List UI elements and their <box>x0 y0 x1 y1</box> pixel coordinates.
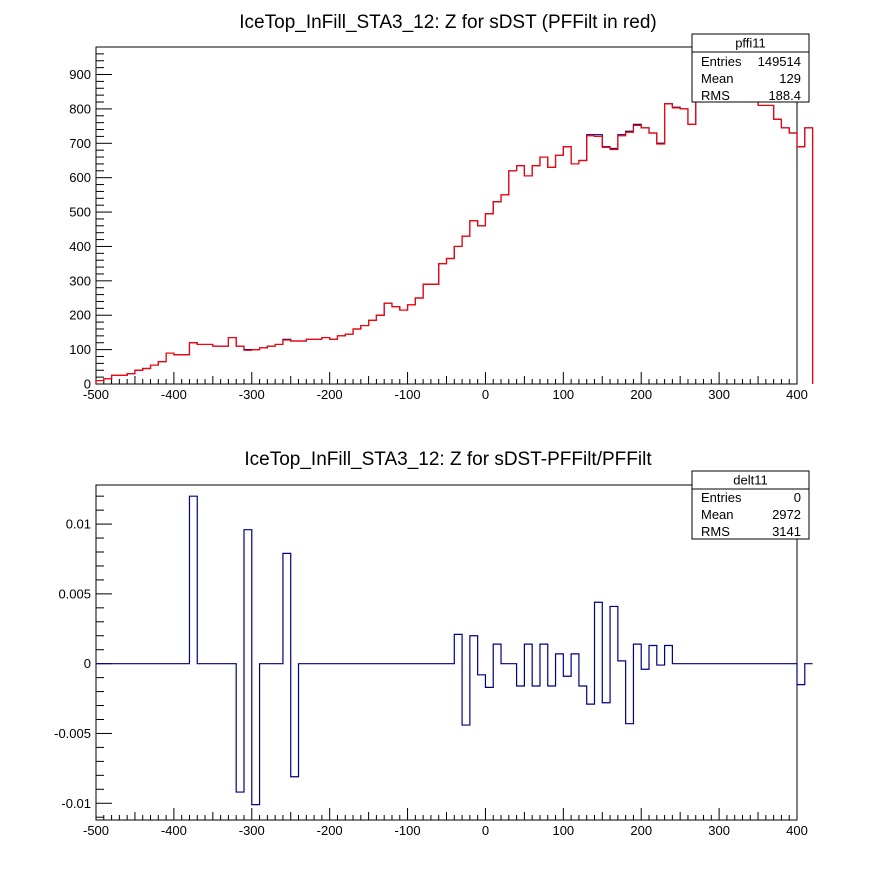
stats-box-frame <box>691 470 810 540</box>
histogram-series-1 <box>95 72 814 384</box>
x-tick-label: -200 <box>317 823 343 838</box>
top-histogram-panel: IceTop_InFill_STA3_12: Z for sDST (PFFil… <box>69 12 814 402</box>
y-tick-label: 300 <box>69 273 91 288</box>
x-tick-label: 200 <box>630 823 652 838</box>
stats-row-value: 188.4 <box>768 88 801 103</box>
stats-row-value: 3141 <box>772 524 801 539</box>
y-tick-label: 500 <box>69 205 91 220</box>
x-tick-label: 300 <box>708 387 730 402</box>
stats-box-frame <box>691 33 810 103</box>
stats-box-pffi11: pffi11 Entries 149514 Mean 129 RMS 188.4 <box>691 33 810 103</box>
x-tick-label: 100 <box>552 387 574 402</box>
histogram-series-0 <box>96 495 813 806</box>
x-tick-label: -100 <box>395 823 421 838</box>
bottom-histogram-panel: IceTop_InFill_STA3_12: Z for sDST-PFFilt… <box>54 449 813 838</box>
x-tick-label: 0 <box>482 823 489 838</box>
stats-row-label: Mean <box>701 71 734 86</box>
stats-row-value: 0 <box>794 490 801 505</box>
x-tick-label: 400 <box>786 387 808 402</box>
x-tick-label: -200 <box>317 387 343 402</box>
x-tick-label: -400 <box>161 823 187 838</box>
y-tick-label: 0 <box>84 377 91 392</box>
y-tick-label: -0.01 <box>61 796 91 811</box>
stats-box-name: pffi11 <box>735 36 766 51</box>
stats-row-label: Entries <box>701 490 742 505</box>
x-tick-label: -400 <box>161 387 187 402</box>
x-tick-label: -300 <box>239 387 265 402</box>
top-chart-title: IceTop_InFill_STA3_12: Z for sDST (PFFil… <box>239 12 656 33</box>
stats-row-value: 149514 <box>758 54 801 69</box>
y-tick-label: 0.005 <box>58 586 91 601</box>
x-tick-label: 0 <box>482 387 489 402</box>
y-tick-label: 400 <box>69 239 91 254</box>
y-tick-label: 0 <box>84 656 91 671</box>
y-tick-label: 700 <box>69 136 91 151</box>
x-tick-label: 200 <box>630 387 652 402</box>
stats-row-label: Mean <box>701 507 734 522</box>
stats-row-value: 2972 <box>772 507 801 522</box>
x-tick-label: 300 <box>708 823 730 838</box>
x-tick-label: 100 <box>552 823 574 838</box>
y-tick-label: -0.005 <box>54 726 91 741</box>
x-tick-label: -500 <box>83 823 109 838</box>
x-tick-label: 400 <box>786 823 808 838</box>
bottom-chart-title: IceTop_InFill_STA3_12: Z for sDST-PFFilt… <box>244 449 652 470</box>
y-tick-label: 600 <box>69 170 91 185</box>
y-tick-label: 100 <box>69 342 91 357</box>
y-tick-label: 200 <box>69 308 91 323</box>
x-tick-label: -100 <box>395 387 421 402</box>
y-tick-label: 0.01 <box>66 517 91 532</box>
stats-row-label: Entries <box>701 54 742 69</box>
stats-row-label: RMS <box>701 524 730 539</box>
y-tick-label: 900 <box>69 67 91 82</box>
x-tick-label: -500 <box>83 387 109 402</box>
stats-row-label: RMS <box>701 88 730 103</box>
stats-row-value: 129 <box>779 71 801 86</box>
stats-box-name: delt11 <box>733 473 767 488</box>
y-tick-label: 800 <box>69 101 91 116</box>
stats-box-delt11: delt11 Entries 0 Mean 2972 RMS 3141 <box>691 470 810 540</box>
x-tick-label: -300 <box>239 823 265 838</box>
